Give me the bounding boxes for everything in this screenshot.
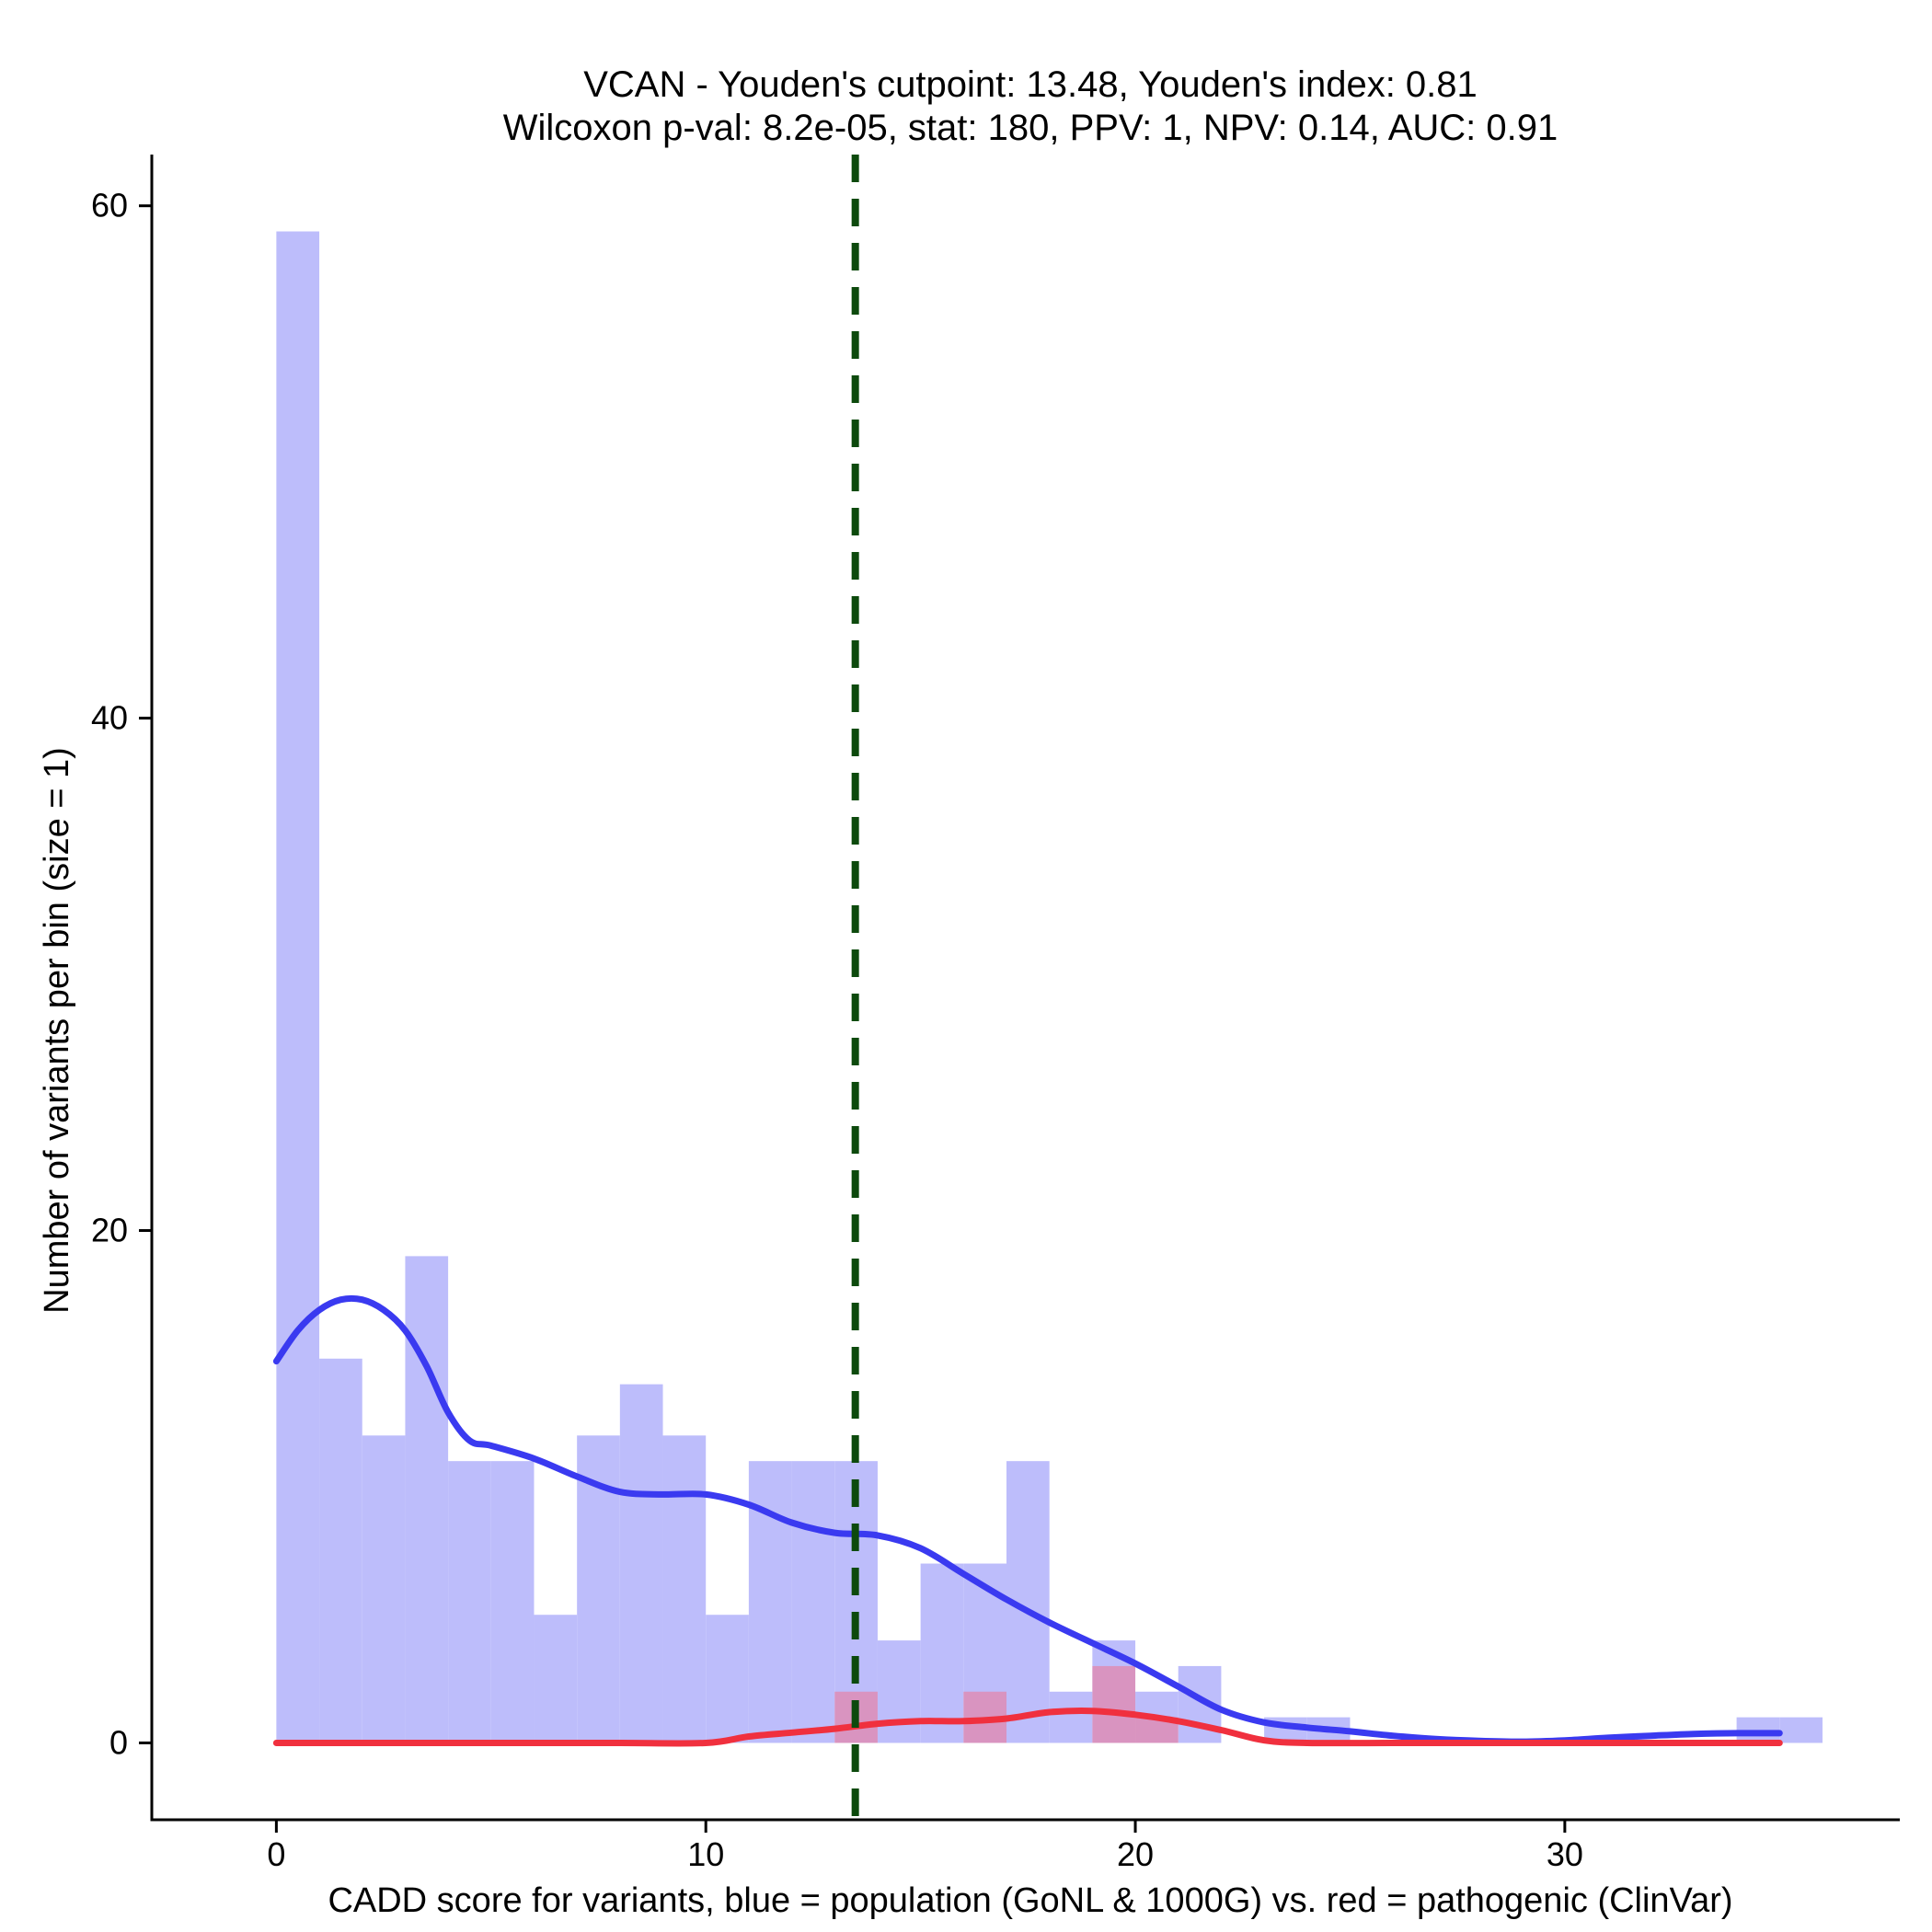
y-tick-label-60: 60: [91, 187, 128, 224]
axes: [150, 155, 1900, 1822]
axis-ticks: 0 10 20 30 0 20 40 60: [91, 187, 1583, 1873]
pathogenic-bar-19: [1092, 1665, 1136, 1743]
x-axis-title: CADD score for variants, blue = populati…: [328, 1881, 1732, 1920]
chart-title-line2: Wilcoxon p-val: 8.2e-05, stat: 180, PPV:…: [503, 108, 1558, 148]
density-curves: [272, 1294, 1783, 1747]
population-bar-35: [1779, 1717, 1823, 1743]
y-tick-label-20: 20: [91, 1212, 128, 1249]
pathogenic-density-line: [272, 1708, 1783, 1747]
y-tick-label-0: 0: [109, 1723, 128, 1761]
population-bar-18: [1049, 1691, 1093, 1743]
population-bar-8: [619, 1384, 663, 1743]
x-tick-label-0: 0: [267, 1835, 285, 1873]
population-bars: [276, 231, 1823, 1743]
population-bar-10: [706, 1615, 749, 1743]
population-bar-12: [791, 1461, 835, 1743]
population-bar-13: [834, 1461, 878, 1743]
population-bar-15: [920, 1563, 964, 1743]
x-tick-label-20: 20: [1117, 1835, 1154, 1873]
x-tick-label-10: 10: [687, 1835, 724, 1873]
population-bar-0: [276, 231, 320, 1743]
population-bar-5: [490, 1461, 535, 1743]
population-bar-2: [362, 1435, 406, 1743]
population-bar-14: [877, 1640, 921, 1743]
y-tick-label-40: 40: [91, 699, 128, 737]
chart-title-line1: VCAN - Youden's cutpoint: 13.48, Youden'…: [583, 64, 1478, 105]
population-bar-6: [534, 1615, 578, 1743]
y-axis-title: Number of variants per bin (size = 1): [38, 747, 76, 1314]
population-bar-11: [748, 1461, 792, 1743]
pathogenic-bars: [834, 1665, 1179, 1743]
population-bar-1: [319, 1358, 362, 1743]
population-bar-4: [448, 1461, 491, 1743]
population-bar-3: [405, 1256, 449, 1743]
population-bar-9: [662, 1435, 707, 1743]
x-tick-label-30: 30: [1547, 1835, 1583, 1873]
